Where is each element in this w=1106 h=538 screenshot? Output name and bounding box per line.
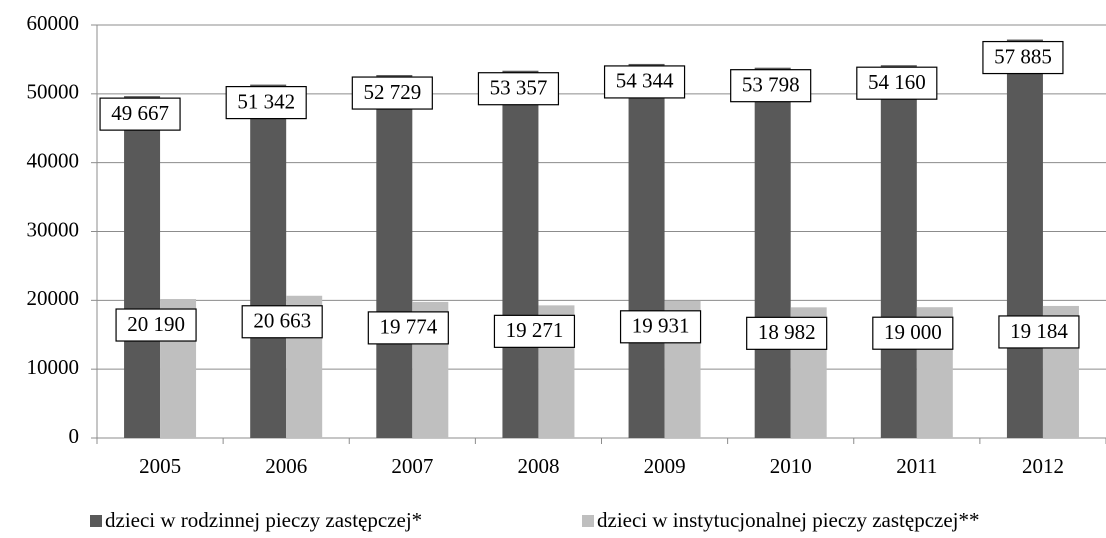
x-tick-label: 2006: [265, 454, 307, 478]
legend-swatch: [582, 515, 594, 527]
x-tick-label: 2012: [1022, 454, 1064, 478]
value-label: 54 344: [616, 69, 674, 93]
bar: [250, 84, 287, 439]
bar: [754, 67, 791, 438]
value-label-box: [603, 65, 686, 99]
bar: [1006, 39, 1043, 438]
y-tick-label: 20000: [27, 286, 80, 310]
legend-swatch: [90, 515, 102, 527]
y-tick-label: 0: [69, 424, 80, 448]
value-label: 57 885: [994, 44, 1052, 68]
value-label-box: [351, 76, 433, 110]
value-label: 19 931: [632, 314, 690, 338]
value-label-box: [477, 72, 560, 106]
value-label-box: [367, 311, 449, 345]
legend-label: dzieci w instytucjonalnej pieczy zastępc…: [597, 508, 980, 532]
value-label-box: [115, 308, 197, 342]
value-label: 20 190: [127, 312, 185, 336]
x-tick-label: 2011: [896, 454, 937, 478]
value-label: 19 000: [884, 320, 942, 344]
value-label: 49 667: [111, 101, 169, 125]
value-label-box: [982, 40, 1064, 75]
value-label-box: [493, 314, 576, 348]
bar: [502, 70, 539, 438]
value-label-box: [730, 69, 812, 103]
value-label-box: [856, 66, 938, 100]
value-label-box: [998, 315, 1080, 349]
value-label: 18 982: [758, 320, 816, 344]
x-tick-label: 2009: [644, 454, 686, 478]
legend-label: dzieci w rodzinnej pieczy zastępczej*: [105, 508, 422, 532]
bar: [124, 96, 161, 438]
y-tick-label: 10000: [27, 355, 80, 379]
bar: [880, 65, 917, 438]
y-tick-label: 60000: [27, 11, 80, 35]
value-label-box: [619, 310, 702, 344]
bar: [628, 63, 665, 439]
value-label: 20 663: [253, 309, 311, 333]
y-tick-label: 50000: [27, 80, 80, 104]
value-label-box: [225, 85, 307, 120]
x-tick-label: 2008: [517, 454, 559, 478]
value-label-box: [99, 97, 181, 131]
value-label-box: [872, 316, 954, 350]
x-tick-label: 2010: [770, 454, 812, 478]
x-tick-label: 2007: [391, 454, 433, 478]
value-label: 19 271: [506, 318, 564, 342]
value-label: 54 160: [868, 70, 926, 94]
value-label-box: [241, 305, 323, 339]
value-label: 53 798: [742, 73, 800, 97]
y-tick-label: 40000: [27, 148, 80, 172]
value-label: 53 357: [490, 76, 548, 100]
value-label: 51 342: [237, 89, 295, 113]
value-label: 19 774: [379, 315, 437, 339]
x-tick-label: 2005: [139, 454, 181, 478]
y-tick-label: 30000: [27, 217, 80, 241]
value-label-box: [746, 316, 828, 350]
value-label: 19 184: [1010, 319, 1068, 343]
value-label: 52 729: [363, 80, 421, 104]
bar: [376, 75, 413, 439]
